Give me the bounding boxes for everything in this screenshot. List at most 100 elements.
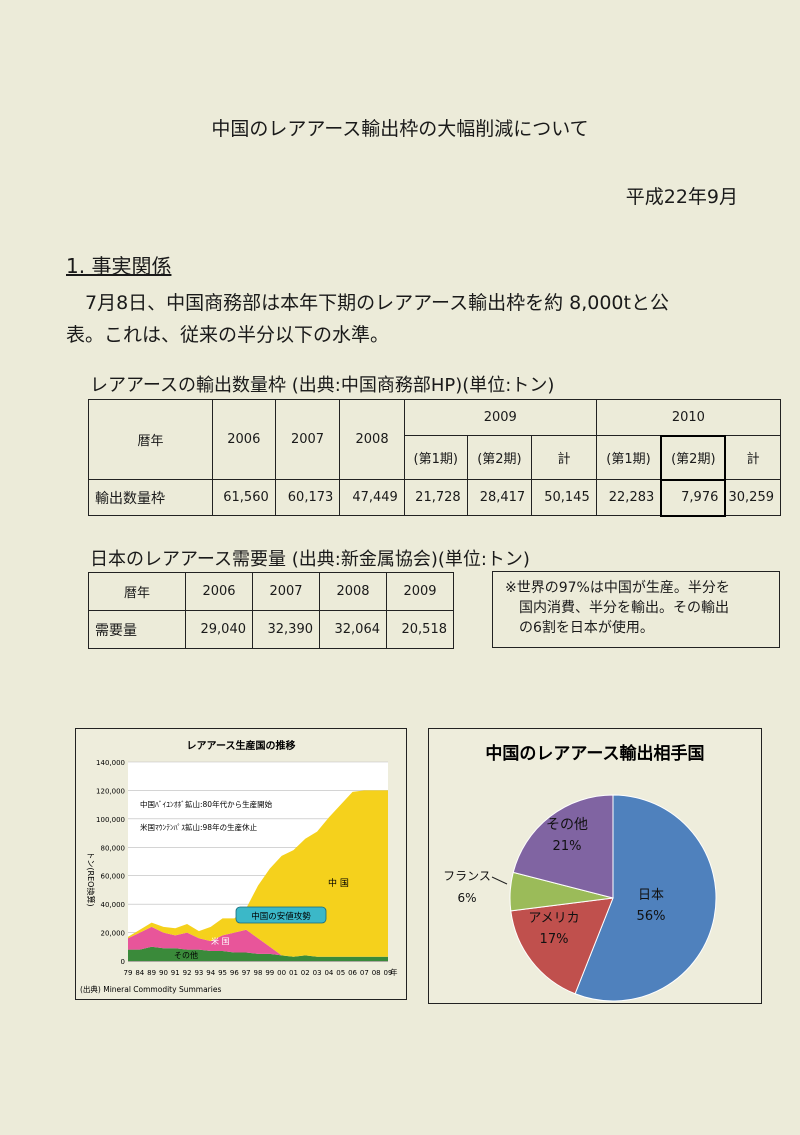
y-tick-label: 20,000: [101, 930, 126, 938]
section-heading: 1. 事実関係: [66, 254, 172, 278]
x-tick-label: 01: [289, 969, 298, 977]
year-2010: 2010: [595, 399, 782, 436]
slice-label-usa: アメリカ: [528, 911, 579, 926]
x-tick-label: 99: [265, 969, 274, 977]
y-axis-label: トン(REO換算): [86, 851, 96, 906]
x-tick-label: 90: [159, 969, 168, 977]
x-tick-label: 79: [124, 969, 133, 977]
series-label-china: 中 国: [328, 877, 349, 889]
annotation-usa-mine: 米国ﾏｳﾝﾃﾝﾊﾟｽ鉱山:98年の生産休止: [140, 822, 258, 832]
note-box: ※世界の97%は中国が生産。半分を 国内消費、半分を輸出。その輸出 の6割を日本…: [492, 571, 780, 648]
paragraph-line-2: 表。これは、従来の半分以下の水準。: [66, 324, 390, 346]
x-tick-label: 07: [360, 969, 369, 977]
x-tick-label: 06: [348, 969, 357, 977]
year-2006: 2006: [211, 399, 276, 480]
x-tick-label: 91: [171, 969, 180, 977]
document-date: 平成22年9月: [625, 186, 738, 208]
x-tick-label: 02: [301, 969, 310, 977]
area-series-usa: [128, 926, 388, 957]
page-title: 中国のレアアース輸出枠の大幅削減について: [211, 118, 589, 140]
table-cell: 28,417: [466, 479, 533, 516]
chart-title: レアアース生産国の推移: [187, 739, 296, 752]
chart-source: (出典) Mineral Commodity Summaries: [80, 984, 221, 994]
france-leader-line: [491, 876, 508, 885]
x-tick-label: 92: [183, 969, 192, 977]
callout-box: [235, 906, 327, 924]
y-tick-label: 0: [121, 958, 125, 966]
x-tick-label: 08: [372, 969, 381, 977]
slice-label-france: フランス: [443, 869, 491, 883]
x-tick-label: 96: [230, 969, 239, 977]
period-2-2009: (第2期): [466, 435, 533, 480]
table-cell: 32,390: [252, 610, 320, 649]
year-2007: 2007: [274, 399, 341, 480]
period-2-2010: (第2期): [660, 434, 727, 481]
production-area-chart: レアアース生産国の推移 0 20,000 40,000 60,000 80,000 100…: [80, 739, 398, 994]
total-2009: 計: [531, 435, 597, 480]
x-tick-label: 93: [194, 969, 203, 977]
year-2006: 2006: [185, 572, 253, 611]
table-cell-highlight: 7,976: [660, 478, 727, 517]
chart-title: 中国のレアアース輸出相手国: [485, 743, 704, 764]
period-1-2009: (第1期): [403, 435, 468, 480]
x-tick-label: 09: [384, 969, 393, 977]
series-label-usa: 米 国: [211, 936, 230, 946]
y-tick-label: 60,000: [101, 873, 126, 881]
table-cell: 60,173: [274, 479, 341, 516]
x-tick-label: 94: [206, 969, 215, 977]
section-paragraph: 7月8日、中国商務部は本年下期のレアアース輸出枠を約 8,000tと公 表。これ…: [66, 287, 756, 351]
y-tick-label: 120,000: [96, 787, 125, 795]
slice-label-other: その他: [546, 817, 588, 833]
slice-pct-usa: 17%: [540, 932, 569, 947]
table-cell: 21,728: [403, 479, 468, 516]
pie-slice-usa: [510, 897, 614, 995]
x-tick-label: 97: [242, 969, 251, 977]
table-cell: 22,283: [595, 479, 662, 516]
table-cell: 50,145: [531, 479, 597, 516]
pie-slice-other: [512, 794, 614, 899]
year-2007: 2007: [252, 572, 320, 611]
export-table-caption: レアアースの輸出数量枠 (出典:中国商務部HP)(単位:トン): [90, 375, 555, 396]
slice-pct-france: 6%: [457, 891, 476, 905]
export-destination-panel: 中国のレアアース輸出相手国 日本 56% アメリカ 17% フランス 6% その…: [428, 728, 762, 1004]
x-tick-label: 03: [313, 969, 322, 977]
paragraph-line-1: 7月8日、中国商務部は本年下期のレアアース輸出枠を約 8,000tと公: [85, 292, 669, 314]
year-2008: 2008: [339, 399, 405, 480]
series-label-other: その他: [174, 950, 198, 960]
export-destination-pie-chart: 中国のレアアース輸出相手国 日本 56% アメリカ 17% フランス 6% その…: [443, 743, 717, 1002]
x-tick-label: 89: [147, 969, 156, 977]
table-cell: 32,064: [319, 610, 387, 649]
x-tick-label: 98: [254, 969, 263, 977]
year-2009: 2009: [386, 572, 454, 611]
year-header: 暦年: [88, 572, 186, 611]
y-tick-label: 40,000: [101, 901, 126, 909]
x-tick-label: 95: [218, 969, 227, 977]
period-1-2010: (第1期): [595, 435, 662, 480]
pie-slice-japan: [574, 794, 717, 1002]
annotation-china-mine: 中国ﾊﾞｲﾕﾝｵﾎﾞ鉱山:80年代から生産開始: [140, 799, 273, 809]
export-quota-label: 輸出数量枠: [88, 479, 213, 516]
table-cell: 30,259: [724, 479, 782, 516]
total-2010: 計: [724, 435, 782, 480]
x-tick-label: 00: [277, 969, 286, 977]
note-line-2: 国内消費、半分を輸出。その輸出: [519, 600, 729, 616]
x-axis-unit: 年: [390, 967, 398, 977]
year-header: 暦年: [88, 399, 213, 480]
export-quota-table: 暦年 2006 2007 2008 2009 2010 (第1期) (第2期) …: [88, 399, 782, 517]
note-line-1: ※世界の97%は中国が生産。半分を: [505, 580, 730, 596]
table-cell: 20,518: [386, 610, 454, 649]
y-tick-label: 100,000: [96, 816, 125, 824]
table-cell: 47,449: [339, 479, 405, 516]
demand-table-caption: 日本のレアアース需要量 (出典:新金属協会)(単位:トン): [90, 549, 530, 570]
production-chart-panel: レアアース生産国の推移 0 20,000 40,000 60,000 80,000 100…: [75, 728, 407, 1000]
note-line-3: の6割を日本が使用。: [519, 620, 654, 636]
x-tick-label: 04: [324, 969, 333, 977]
demand-table: 暦年 2006 2007 2008 2009 需要量 29,040 32,390…: [88, 572, 454, 649]
slice-pct-japan: 56%: [637, 909, 666, 924]
y-tick-label: 140,000: [96, 759, 125, 767]
table-cell: 61,560: [211, 479, 276, 516]
callout-text: 中国の安値攻勢: [251, 911, 311, 922]
slice-pct-other: 21%: [553, 839, 582, 854]
x-tick-label: 05: [336, 969, 345, 977]
table-cell: 29,040: [185, 610, 253, 649]
